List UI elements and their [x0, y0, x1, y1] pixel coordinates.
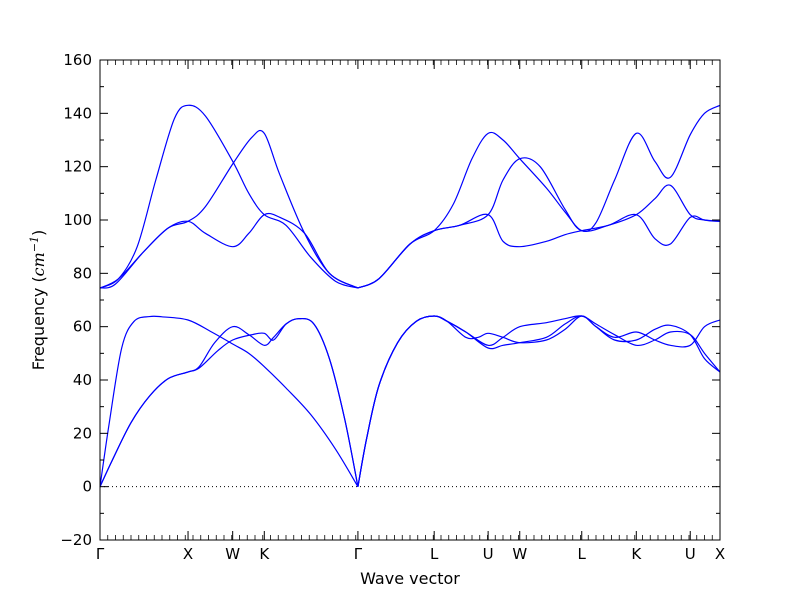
x-tick-label: W — [225, 545, 240, 563]
phonon-band-line-7 — [99, 104, 359, 289]
y-tick-label: −20 — [60, 531, 92, 549]
x-tick-label: Γ — [96, 545, 105, 563]
y-axis-label-exponent: −1 — [28, 236, 41, 252]
phonon-band-line-3 — [99, 317, 359, 487]
phonon-band-line-1 — [99, 315, 359, 487]
x-tick-label: U — [685, 545, 696, 563]
x-tick-label: K — [259, 545, 270, 563]
x-tick-label: X — [715, 545, 725, 563]
y-axis-label-close: ) — [29, 230, 48, 236]
phonon-band-line-12 — [357, 213, 721, 289]
x-tick-label: K — [631, 545, 642, 563]
y-tick-label: 0 — [82, 478, 92, 496]
x-tick-label: Γ — [354, 545, 363, 563]
y-tick-label: 60 — [73, 318, 92, 336]
y-tick-label: 20 — [73, 424, 92, 442]
y-tick-label: 120 — [63, 158, 92, 176]
x-tick-label: L — [578, 545, 587, 563]
x-tick-label: L — [430, 545, 439, 563]
phonon-band-line-9 — [99, 212, 359, 289]
y-tick-label: 40 — [73, 371, 92, 389]
y-tick-label: 80 — [73, 264, 92, 282]
y-tick-label: 100 — [63, 211, 92, 229]
y-axis-ticks: −20 0 20 40 60 80 100 120 140 160 — [60, 51, 720, 549]
x-tick-label: U — [483, 545, 494, 563]
plot-area — [99, 104, 721, 488]
y-axis-label-unit: cm — [29, 252, 48, 276]
y-axis-label-text: Frequency ( — [29, 276, 48, 370]
y-tick-label: 160 — [63, 51, 92, 69]
y-axis-label: Frequency (cm−1) — [28, 230, 49, 371]
x-axis-label: Wave vector — [360, 569, 460, 588]
phonon-band-line-2 — [99, 317, 359, 487]
phonon-band-line-10 — [357, 104, 721, 289]
phonon-band-line-5 — [357, 315, 721, 487]
y-tick-label: 140 — [63, 104, 92, 122]
x-tick-label: X — [183, 545, 193, 563]
phonon-band-line-6 — [357, 315, 721, 487]
x-tick-label: W — [512, 545, 527, 563]
plot-frame — [99, 59, 721, 541]
